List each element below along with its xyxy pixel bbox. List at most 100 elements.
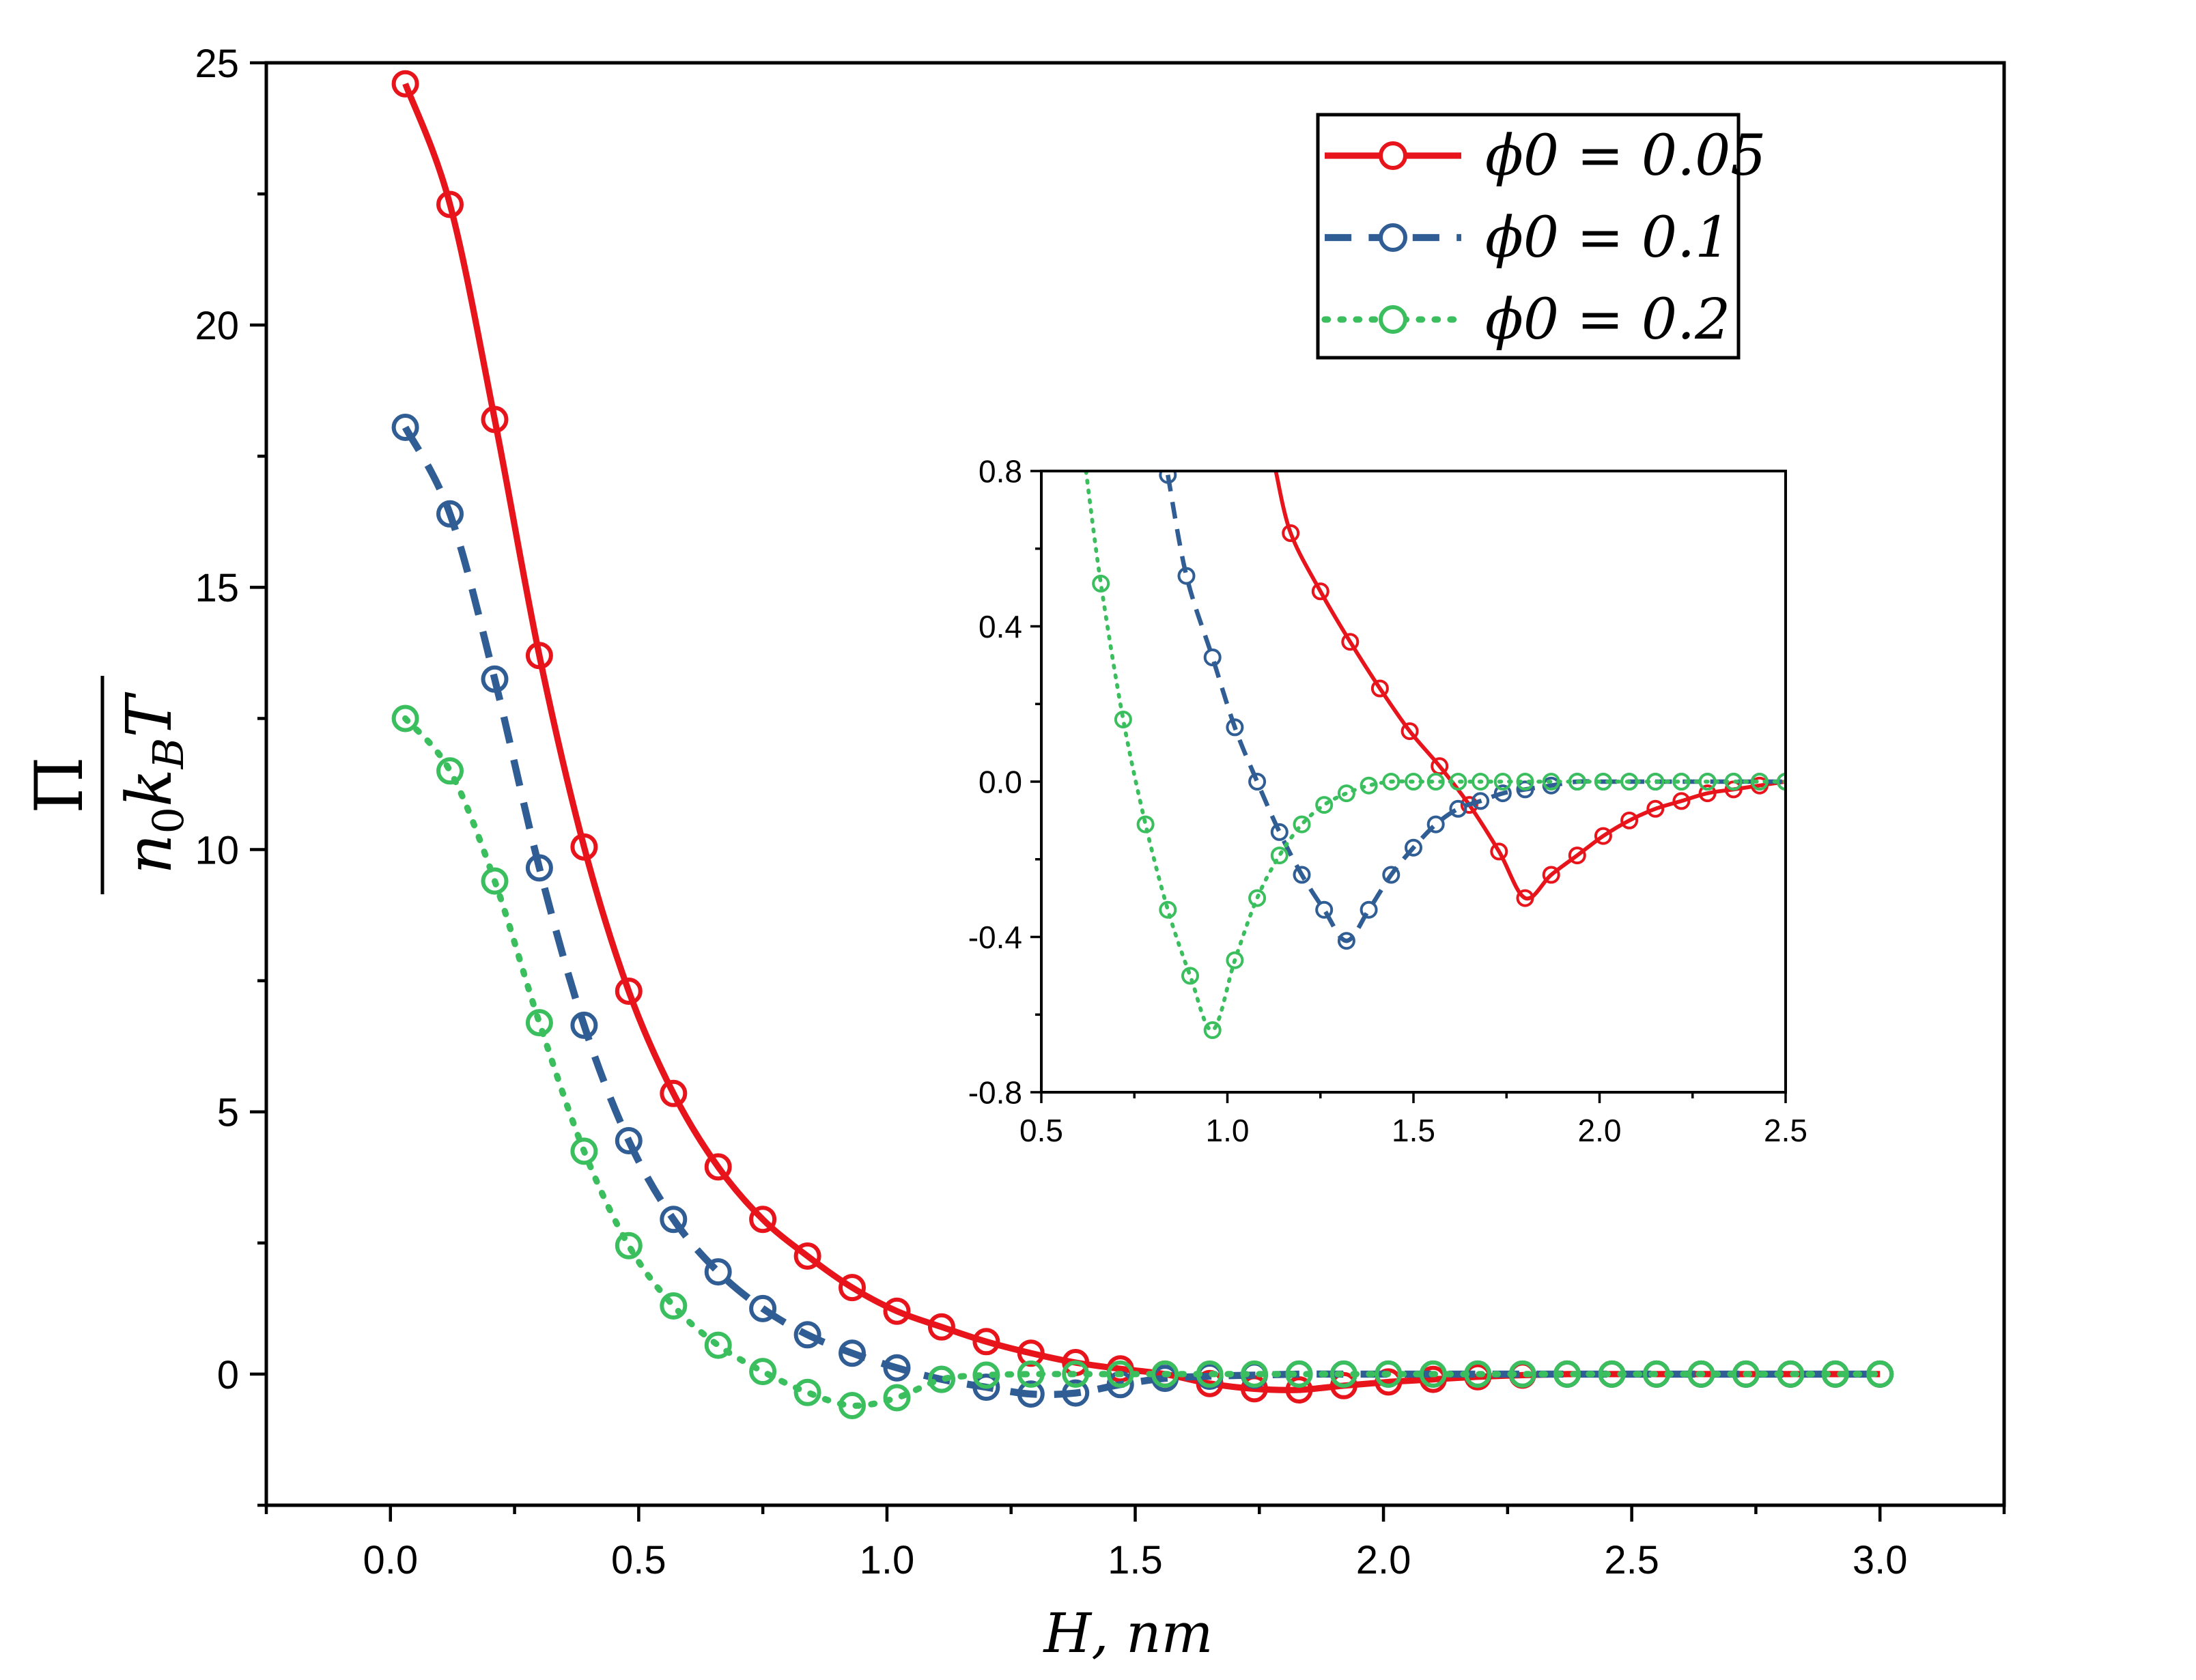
data-point-inset-s2-23 — [1594, 773, 1612, 791]
y-axis-denominator: n0kBT — [113, 692, 193, 874]
data-point-inset-s0-7 — [1460, 796, 1478, 814]
data-point-inset-s2-7 — [1226, 951, 1244, 969]
data-point-main-s2-28 — [1643, 1360, 1670, 1388]
data-point-inset-s1-3 — [1226, 718, 1244, 737]
data-point-inset-s2-3 — [1136, 815, 1155, 834]
data-point-inset-s1-4 — [1248, 773, 1267, 791]
data-point-main-s2-8 — [749, 1358, 777, 1386]
data-point-inset-s2-5 — [1181, 967, 1199, 985]
data-point-inset-s0-3 — [1341, 633, 1360, 651]
data-point-inset-s1-9 — [1360, 900, 1378, 919]
data-point-inset-s2-10 — [1293, 815, 1311, 834]
data-point-inset-s1-0 — [1159, 471, 1177, 484]
data-point-inset-s1-10 — [1382, 866, 1400, 884]
data-point-inset-s2-8 — [1248, 889, 1267, 907]
main-x-tick-label: 2.0 — [1356, 1538, 1411, 1582]
data-point-inset-s1-1 — [1177, 567, 1196, 585]
data-point-inset-s2-1 — [1092, 574, 1110, 593]
data-point-inset-s0-5 — [1400, 722, 1419, 741]
data-point-inset-s2-20 — [1516, 773, 1534, 791]
main-x-tick-label: 0.5 — [611, 1538, 666, 1582]
data-point-inset-s2-6 — [1203, 1021, 1222, 1039]
inset-y-tick-label: -0.4 — [968, 920, 1022, 955]
inset-y-tick-label: 0.0 — [979, 765, 1022, 800]
data-point-inset-s0-16 — [1698, 784, 1717, 803]
data-point-inset-s1-2 — [1203, 649, 1222, 666]
main-y-tick-label: 20 — [195, 304, 239, 348]
data-point-inset-s0-11 — [1568, 846, 1586, 865]
data-point-main-s2-17 — [1151, 1360, 1179, 1388]
data-point-main-s0-18 — [1196, 1369, 1224, 1397]
data-point-inset-s1-16 — [1516, 780, 1534, 799]
data-point-main-s1-5 — [615, 1127, 643, 1154]
legend-entry-1: ϕ0 = 0.1 — [1485, 205, 1730, 270]
data-point-inset-s2-21 — [1542, 773, 1560, 791]
data-point-main-s2-32 — [1821, 1360, 1849, 1388]
data-point-main-s2-13 — [972, 1361, 1000, 1389]
data-point-inset-s2-14 — [1382, 773, 1400, 791]
main-chart-group: 0.0 0.5 1.0 1.5 2.0 2.5 3.0 0 5 10 15 20 25 — [195, 42, 2006, 1582]
data-point-main-s0-6 — [660, 1079, 688, 1107]
data-point-main-s1-0 — [391, 414, 419, 441]
data-point-main-s1-11 — [883, 1354, 911, 1382]
series-line-main-2 — [402, 715, 1883, 1409]
data-point-main-s0-1 — [436, 190, 464, 218]
data-point-main-s2-7 — [704, 1331, 732, 1359]
data-point-main-s2-23 — [1419, 1360, 1447, 1388]
data-point-inset-s0-14 — [1646, 799, 1665, 818]
data-point-main-s2-22 — [1375, 1360, 1403, 1388]
data-point-main-s0-8 — [749, 1206, 777, 1234]
legend-entry-2: ϕ0 = 0.2 — [1485, 287, 1730, 352]
data-point-inset-s0-10 — [1542, 866, 1560, 884]
data-point-main-s2-18 — [1196, 1360, 1224, 1388]
data-point-inset-s2-13 — [1360, 776, 1378, 795]
inset-x-tick-label: 0.5 — [1019, 1113, 1063, 1148]
data-point-main-s2-14 — [1017, 1360, 1045, 1388]
data-point-main-s2-2 — [481, 867, 509, 895]
data-point-main-s2-9 — [793, 1378, 821, 1406]
inset-x-tick-label: 2.5 — [1764, 1113, 1807, 1148]
inset-x-tick-label: 2.0 — [1578, 1113, 1622, 1148]
data-point-inset-s2-4 — [1159, 900, 1177, 919]
data-point-main-s1-14 — [1017, 1380, 1045, 1408]
data-point-inset-s0-2 — [1311, 582, 1329, 601]
data-point-inset-s2-24 — [1620, 773, 1639, 791]
data-point-inset-s1-7 — [1315, 900, 1334, 919]
data-point-main-s1-13 — [972, 1373, 1000, 1401]
data-point-main-s2-33 — [1866, 1360, 1894, 1388]
data-point-inset-s2-28 — [1724, 773, 1743, 791]
legend-swatch-marker-2 — [1379, 305, 1407, 334]
data-point-inset-s2-18 — [1472, 773, 1490, 791]
data-point-main-s0-20 — [1285, 1376, 1313, 1404]
data-point-main-s1-2 — [481, 665, 509, 693]
data-point-main-s2-15 — [1062, 1360, 1090, 1388]
data-point-inset-s2-19 — [1493, 773, 1512, 791]
main-x-tick-label: 2.5 — [1604, 1538, 1659, 1582]
data-point-main-s0-5 — [615, 978, 643, 1005]
inset-x-tick-label: 1.5 — [1392, 1113, 1435, 1148]
data-point-inset-s2-12 — [1337, 784, 1355, 803]
data-point-main-s2-6 — [660, 1292, 688, 1320]
data-point-main-s2-19 — [1241, 1360, 1268, 1388]
main-x-tick-label: 3.0 — [1853, 1538, 1908, 1582]
series-line-main-1 — [402, 425, 1881, 1399]
data-point-main-s2-16 — [1106, 1360, 1134, 1388]
main-y-tick-label: 5 — [217, 1091, 239, 1135]
data-point-main-s2-26 — [1553, 1360, 1581, 1388]
inset-y-tick-label: 0.4 — [979, 609, 1022, 644]
data-point-main-s2-30 — [1732, 1360, 1760, 1388]
data-point-inset-s1-14 — [1472, 792, 1490, 810]
data-point-main-s2-20 — [1285, 1360, 1313, 1388]
data-point-main-s2-29 — [1687, 1360, 1715, 1388]
data-point-main-s2-1 — [436, 757, 464, 785]
data-point-inset-s2-16 — [1426, 773, 1445, 791]
x-axis-label: H, nm — [1042, 1601, 1213, 1665]
data-point-main-s2-24 — [1464, 1360, 1492, 1388]
data-point-main-s0-7 — [704, 1153, 732, 1181]
data-point-inset-s2-15 — [1405, 773, 1422, 791]
data-point-inset-s1-5 — [1270, 823, 1289, 841]
data-point-main-s0-4 — [570, 833, 598, 861]
series-line-inset-2 — [1084, 471, 1786, 1032]
